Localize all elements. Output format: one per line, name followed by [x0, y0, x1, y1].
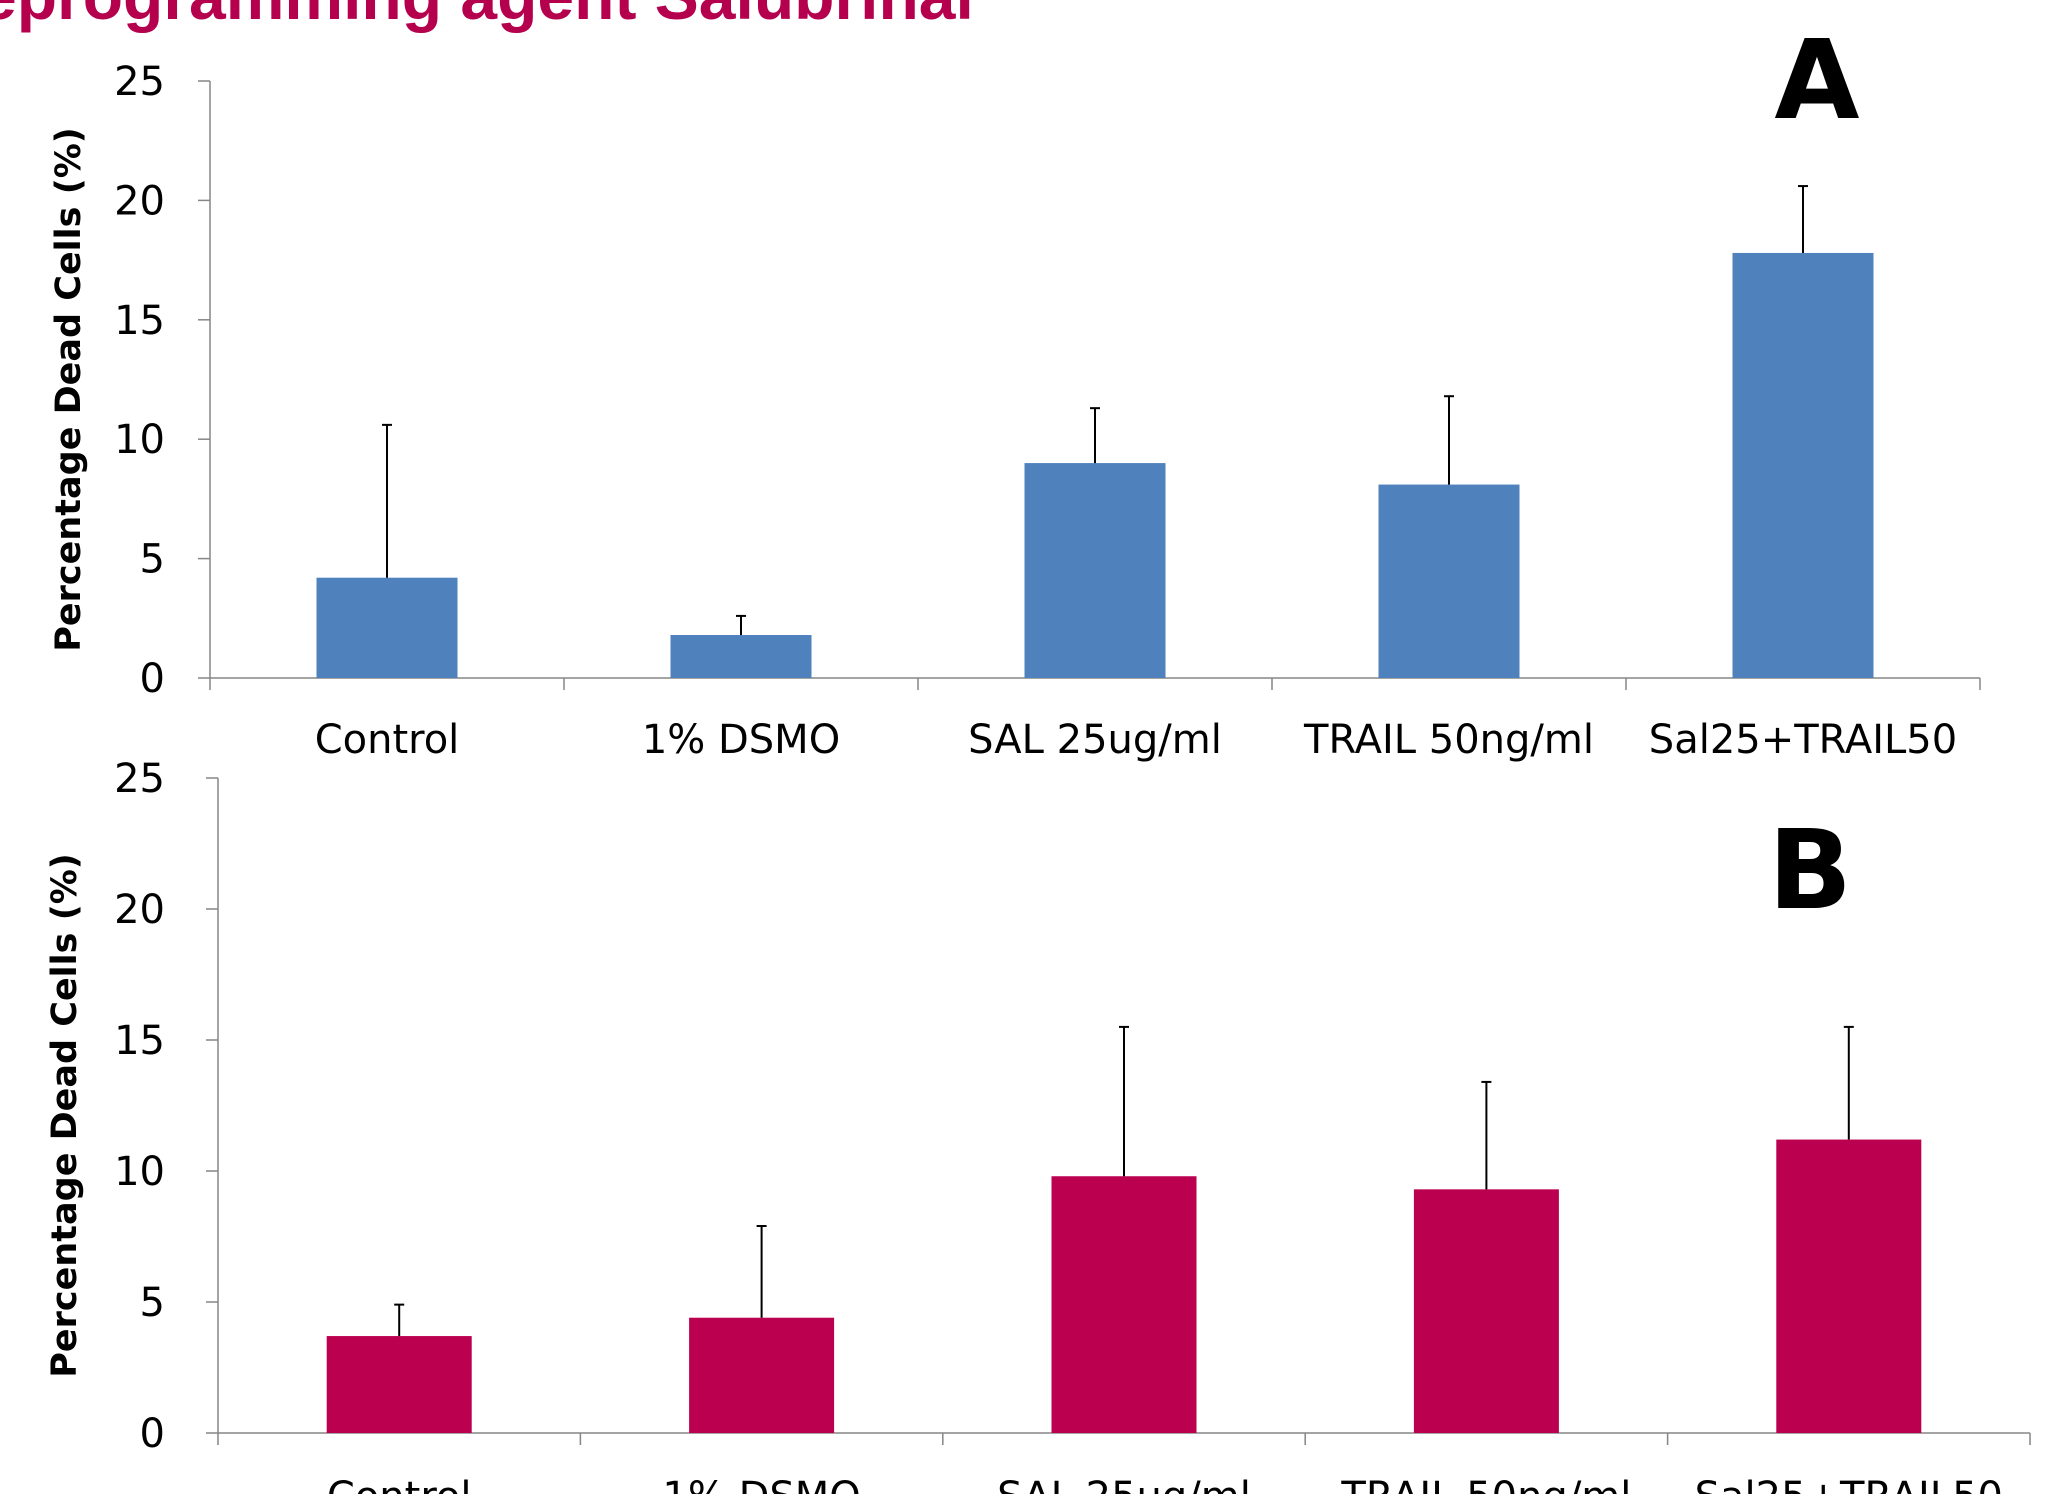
chart-panel-a: 0 5 10 15 20 25 Control 1% DSMO SAL 25ug/ml TRAIL…	[49, 16, 1981, 763]
x-category-label: Sal25+TRAIL50	[1695, 1474, 2003, 1494]
y-tick-label: 25	[114, 756, 165, 802]
bar	[316, 577, 458, 678]
x-category-label: 1% DSMO	[642, 717, 840, 763]
y-tick-label: 10	[114, 1149, 165, 1195]
y-tick-label: 5	[140, 537, 165, 583]
y-axis-title: Percentage Dead Cells (%)	[49, 127, 89, 652]
bar	[1024, 463, 1166, 678]
y-tick-label: 15	[114, 1018, 165, 1064]
y-tick-label: 25	[114, 59, 165, 105]
y-tick-label: 0	[140, 656, 165, 702]
bar	[1732, 252, 1874, 678]
panel-label: A	[1774, 16, 1859, 144]
bar	[326, 1336, 472, 1433]
bar	[1776, 1139, 1922, 1433]
x-category-label: Control	[315, 717, 460, 763]
y-tick-label: 15	[114, 298, 165, 344]
x-category-label: Sal25+TRAIL50	[1649, 717, 1957, 763]
x-category-label: TRAIL 50ng/ml	[1303, 717, 1594, 763]
y-tick-label: 20	[114, 887, 165, 933]
y-tick-label: 10	[114, 417, 165, 463]
x-category-label: SAL 25ug/ml	[997, 1474, 1251, 1494]
bar	[1051, 1176, 1197, 1433]
y-tick-label: 0	[140, 1411, 165, 1457]
y-tick-label: 5	[140, 1280, 165, 1326]
panel-label: B	[1768, 806, 1852, 934]
bar	[1378, 484, 1520, 678]
y-axis-title: Percentage Dead Cells (%)	[45, 853, 85, 1378]
x-category-label: TRAIL 50ng/ml	[1340, 1474, 1631, 1494]
x-category-label: Control	[327, 1474, 472, 1494]
y-tick-label: 20	[114, 178, 165, 224]
bar	[670, 635, 812, 678]
x-category-label: SAL 25ug/ml	[968, 717, 1222, 763]
bar	[1413, 1189, 1559, 1433]
bar	[689, 1317, 835, 1433]
x-category-label: 1% DSMO	[662, 1474, 860, 1494]
page-title: eprogramming agent Salubrinal	[0, 0, 974, 34]
chart-panel-b: 0 5 10 15 20 25 Control 1% DSMO SAL 25ug/ml TRAIL…	[45, 756, 2031, 1494]
